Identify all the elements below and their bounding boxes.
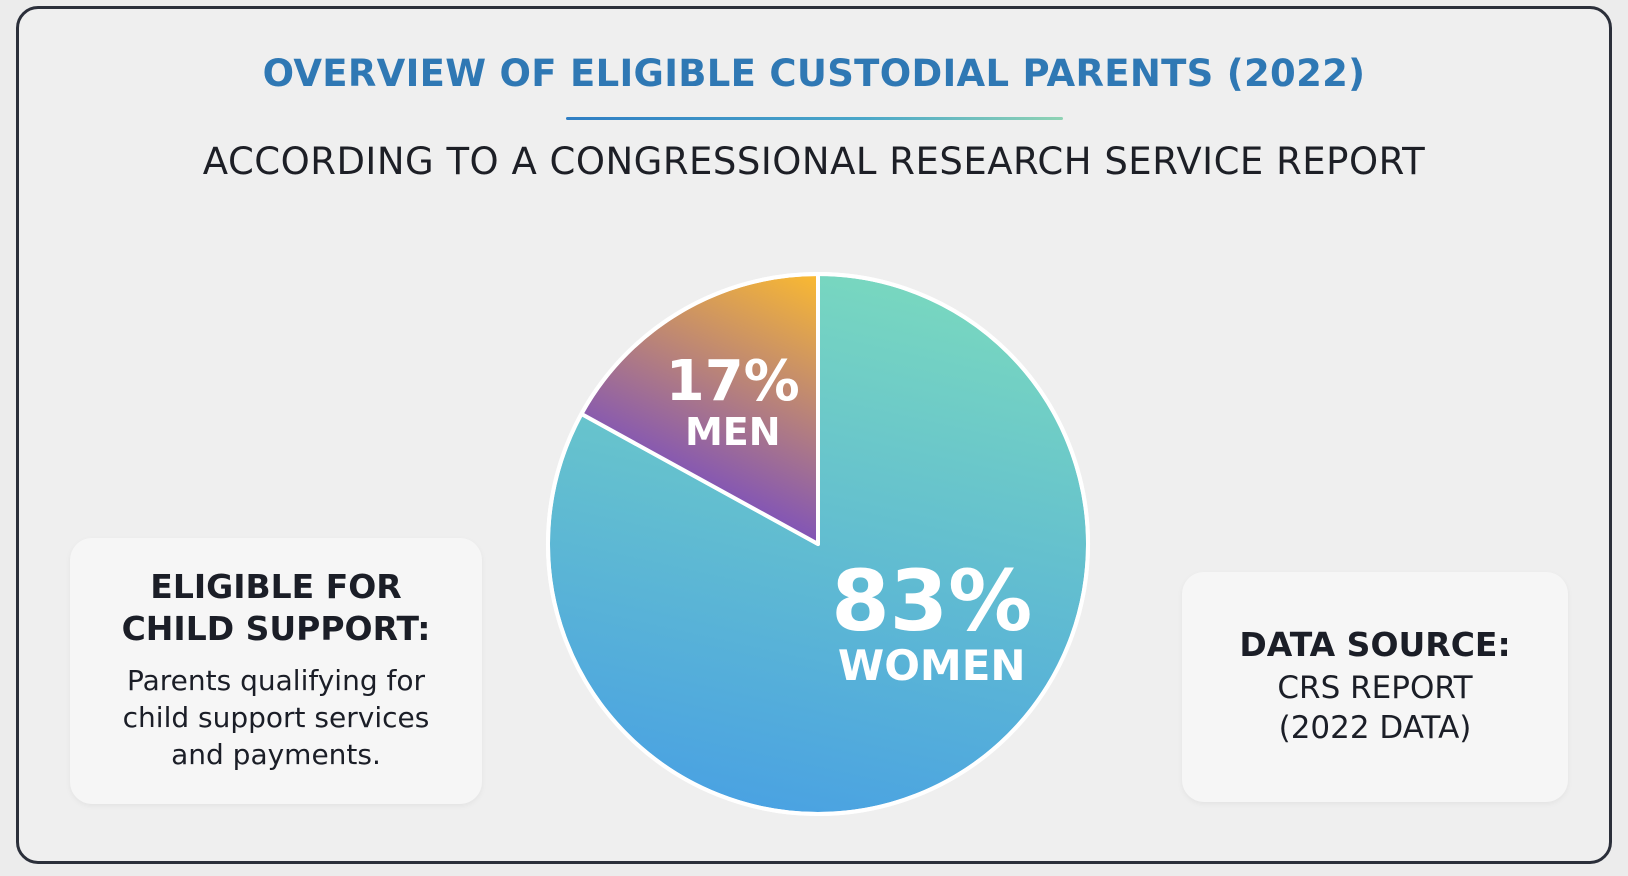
data-source-line: CRS REPORT	[1277, 670, 1473, 706]
slice-name-label-men: MEN	[685, 410, 781, 454]
slice-percent-label-women: 83%	[831, 552, 1032, 650]
eligibility-heading-line: ELIGIBLE FOR	[150, 567, 402, 606]
data-source-card: DATA SOURCE: CRS REPORT (2022 DATA)	[1182, 572, 1568, 802]
slice-percent-label-men: 17%	[666, 349, 800, 414]
page-title: OVERVIEW OF ELIGIBLE CUSTODIAL PARENTS (…	[262, 52, 1366, 95]
data-source-line: (2022 DATA)	[1278, 710, 1472, 746]
eligibility-heading-line: CHILD SUPPORT:	[121, 609, 431, 648]
eligibility-description-line: Parents qualifying for	[127, 664, 425, 697]
eligibility-description: Parents qualifying for child support ser…	[70, 662, 482, 773]
title-underline	[566, 117, 1063, 120]
eligibility-card: ELIGIBLE FOR CHILD SUPPORT: Parents qual…	[70, 538, 482, 804]
eligibility-description-line: child support services	[122, 701, 430, 734]
data-source-heading: DATA SOURCE:	[1239, 625, 1511, 664]
pie-outline	[546, 272, 1090, 816]
eligibility-description-line: and payments.	[171, 738, 381, 771]
data-source-description: CRS REPORT (2022 DATA)	[1182, 668, 1568, 748]
eligibility-heading: ELIGIBLE FOR CHILD SUPPORT:	[70, 566, 482, 650]
slice-name-label-women: WOMEN	[838, 641, 1026, 690]
page-subtitle: ACCORDING TO A CONGRESSIONAL RESEARCH SE…	[202, 140, 1426, 183]
